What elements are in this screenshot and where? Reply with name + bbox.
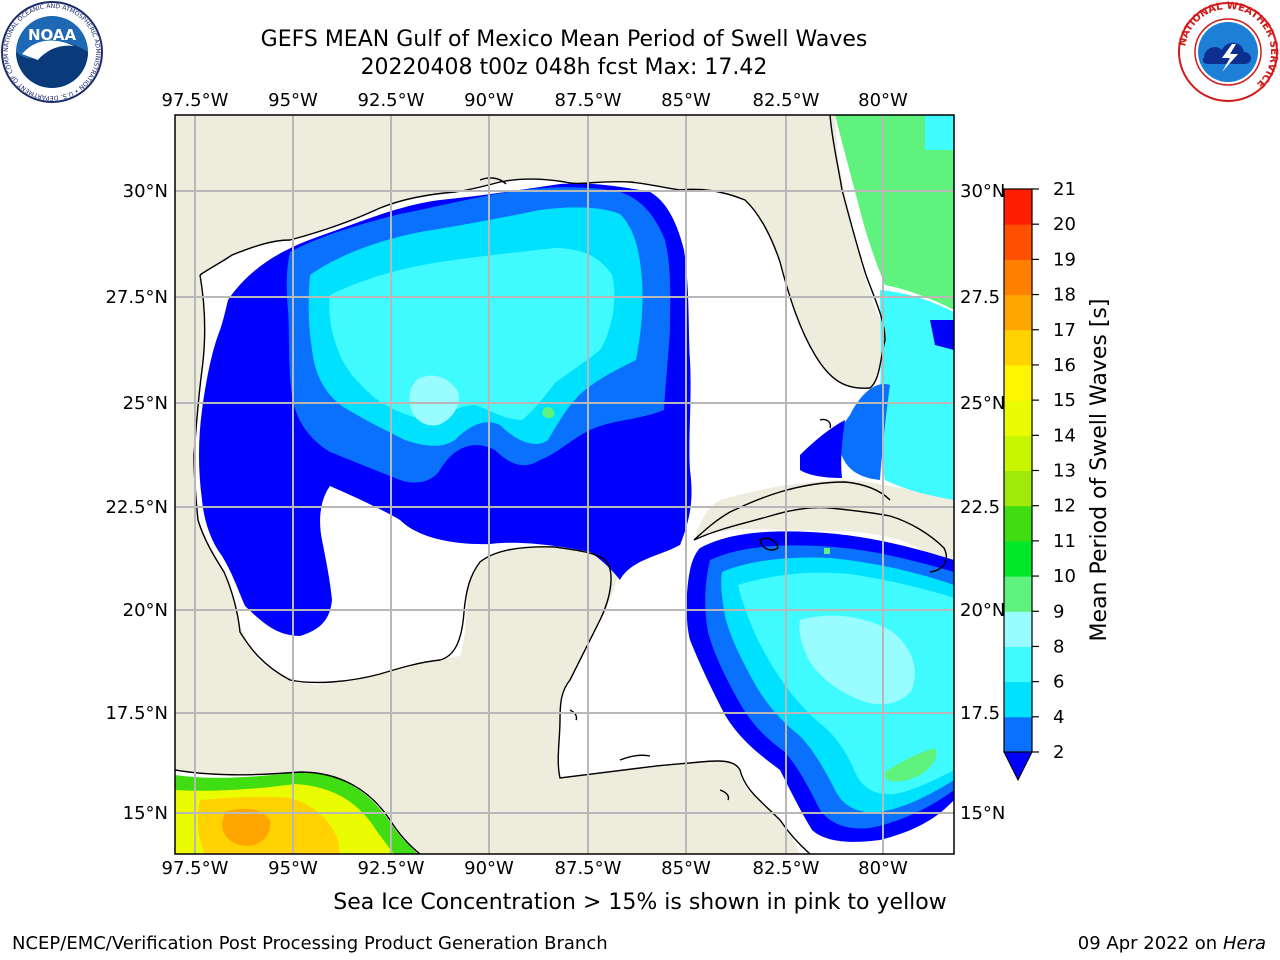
lat-label-left: 17.5°N (105, 703, 168, 724)
lon-label-top: 90°W (464, 90, 514, 111)
lat-label-left: 25°N (123, 393, 168, 414)
colorbar-band (1004, 576, 1032, 612)
lat-label-left: 20°N (123, 600, 168, 621)
coastlines (175, 115, 948, 854)
run-date: 09 Apr 2022 on Hera (1078, 933, 1266, 954)
colorbar-tick-label: 9 (1053, 601, 1064, 622)
lon-label-bottom: 95°W (268, 858, 318, 879)
machine-name: Hera (1222, 933, 1266, 954)
lon-label-bottom: 92.5°W (358, 858, 425, 879)
run-date-text: 09 Apr 2022 on (1077, 933, 1218, 954)
colorbar-tick-label: 18 (1053, 285, 1076, 306)
colorbar-band (1004, 224, 1032, 260)
colorbar-tick-label: 14 (1053, 425, 1076, 446)
lon-label-top: 95°W (268, 90, 318, 111)
caribbean-swell-field (686, 531, 954, 842)
colorbar-tick-label: 6 (1053, 672, 1064, 693)
colorbar-under-extension (1003, 751, 1033, 782)
lon-label-top: 82.5°W (753, 90, 820, 111)
colorbar-tick-label: 8 (1053, 636, 1064, 657)
colorbar: 2 4 6 8 9 10 11 12 13 14 15 16 17 18 19 20 21 (1003, 179, 1076, 782)
noaa-logo: NATIONAL OCEANIC AND ATMOSPHERIC ADMINIS… (0, 0, 103, 103)
map-plot-area (175, 115, 954, 854)
lon-label-top: 92.5°W (358, 90, 425, 111)
colorbar-band (1004, 329, 1032, 366)
colorbar-band (1004, 540, 1032, 577)
colorbar-band (1004, 435, 1032, 471)
colorbar-band (1004, 364, 1032, 401)
colorbar-band (1004, 470, 1032, 507)
colorbar-band (1004, 294, 1032, 331)
lat-label-left: 22.5°N (105, 497, 168, 518)
colorbar-tick-label: 2 (1053, 742, 1064, 763)
map-title: GEFS MEAN Gulf of Mexico Mean Period of … (260, 27, 868, 52)
colorbar-band (1004, 646, 1032, 683)
colorbar-band (1004, 400, 1032, 436)
lon-label-bottom: 97.5°W (162, 858, 229, 879)
colorbar-tick-label: 4 (1053, 707, 1064, 728)
colorbar-band (1004, 611, 1032, 647)
colorbar-tick-label: 15 (1053, 390, 1076, 411)
lat-label-right: 30°N (960, 181, 1005, 202)
lon-label-top: 85°W (661, 90, 711, 111)
map-subtitle: 20220408 t00z 048h fcst Max: 17.42 (360, 55, 768, 80)
gridlines (175, 115, 954, 854)
colorbar-band (1004, 189, 1032, 225)
lon-label-bottom: 80°W (858, 858, 908, 879)
colorbar-tick-label: 20 (1053, 214, 1076, 235)
lat-label-right: 17.5 (960, 703, 1000, 724)
producer-credit: NCEP/EMC/Verification Post Processing Pr… (12, 933, 608, 954)
colorbar-band (1004, 259, 1032, 296)
lat-label-left: 15°N (123, 803, 168, 824)
lon-label-bottom: 90°W (464, 858, 514, 879)
colorbar-tick-label: 10 (1053, 566, 1076, 587)
lon-label-bottom: 82.5°W (753, 858, 820, 879)
pacific-swell-field (175, 772, 418, 854)
noaa-text: NOAA (28, 26, 77, 44)
colorbar-tick-label: 19 (1053, 249, 1076, 270)
colorbar-band (1004, 681, 1032, 718)
lat-label-right: 20°N (960, 600, 1005, 621)
lat-label-right: 15°N (960, 803, 1005, 824)
colorbar-band (1004, 505, 1032, 542)
map-frame (174, 114, 955, 855)
atlantic-swell-field (800, 115, 954, 500)
colorbar-tick-label: 11 (1053, 531, 1076, 552)
lon-label-top: 87.5°W (555, 90, 622, 111)
lat-label-right: 22.5 (960, 497, 1000, 518)
colorbar-tick-label: 21 (1053, 179, 1076, 200)
lon-label-bottom: 85°W (661, 858, 711, 879)
colorbar-label: Mean Period of Swell Waves [s] (1087, 299, 1112, 642)
colorbar-tick-label: 12 (1053, 496, 1076, 517)
lon-label-top: 80°W (858, 90, 908, 111)
nws-logo: NATIONAL WEATHER SERVICE (1177, 1, 1279, 102)
lat-label-left: 30°N (123, 181, 168, 202)
colorbar-band (1004, 716, 1032, 753)
lat-label-right: 27.5 (960, 287, 1000, 308)
colorbar-tick-label: 13 (1053, 461, 1076, 482)
lat-label-right: 25°N (960, 393, 1005, 414)
lon-label-bottom: 87.5°W (555, 858, 622, 879)
sea-ice-note: Sea Ice Concentration > 15% is shown in … (333, 890, 947, 915)
colorbar-tick-label: 16 (1053, 355, 1076, 376)
lat-label-left: 27.5°N (105, 287, 168, 308)
lon-label-top: 97.5°W (162, 90, 229, 111)
colorbar-tick-label: 17 (1053, 320, 1076, 341)
